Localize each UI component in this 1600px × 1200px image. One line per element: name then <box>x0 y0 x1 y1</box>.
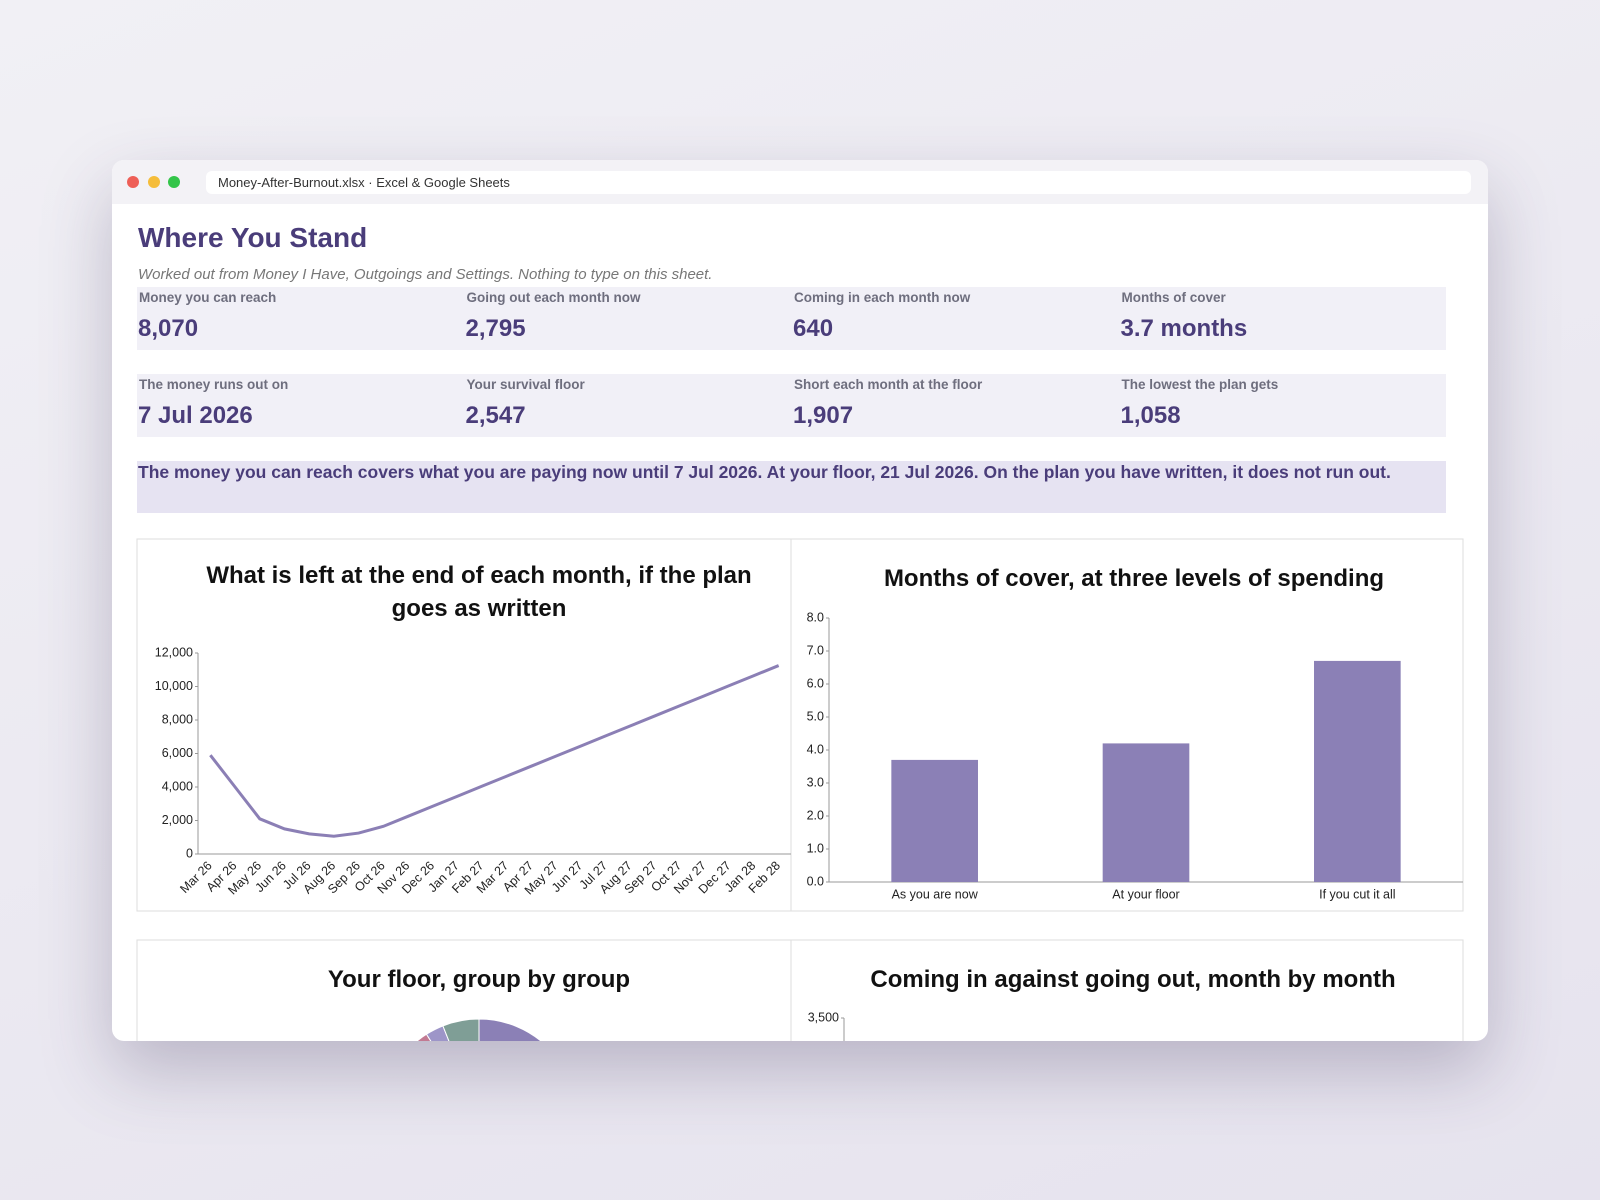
stat-label: The lowest the plan gets <box>1121 377 1279 392</box>
y-tick-label: 2.0 <box>807 808 824 822</box>
chart-frame <box>136 538 1464 912</box>
stat-label: Money you can reach <box>139 290 277 305</box>
chart-title: Coming in against going out, month by mo… <box>870 966 1396 993</box>
stat-label: The money runs out on <box>139 377 289 392</box>
y-tick-label: 8,000 <box>162 712 193 726</box>
stat-label: Short each month at the floor <box>794 377 983 392</box>
stat-label: Your survival floor <box>466 377 585 392</box>
sheet-subtitle: Worked out from Money I Have, Outgoings … <box>138 266 713 283</box>
chart-title: Your floor, group by group <box>327 966 631 993</box>
stat-value: 7 Jul 2026 <box>138 402 253 429</box>
minimize-button[interactable] <box>148 176 160 188</box>
stat-label: Months of cover <box>1121 290 1226 305</box>
summary-text: The money you can reach covers what you … <box>138 462 1391 482</box>
y-tick-label: 0.0 <box>807 874 824 888</box>
x-tick-label: At your floor <box>1112 887 1179 901</box>
y-tick-label: 3.0 <box>807 775 824 789</box>
stat-value: 2,795 <box>465 315 526 342</box>
y-tick-label: 12,000 <box>155 645 193 659</box>
data-line <box>209 664 780 838</box>
file-title: Money-After-Burnout.xlsx · Excel & Googl… <box>206 171 1471 194</box>
y-tick-label: 8.0 <box>807 610 824 624</box>
sheet-title: Where You Stand <box>138 222 368 253</box>
card-row: The money runs out on 7 Jul 2026 Your surv… <box>137 374 1446 437</box>
y-tick-label: 6,000 <box>162 746 193 760</box>
y-tick-label: 7.0 <box>807 643 824 657</box>
stat-value: 8,070 <box>138 315 199 342</box>
pie-slice <box>478 1018 542 1041</box>
y-tick-label: 1.0 <box>807 841 824 855</box>
pie-slice <box>442 1018 480 1041</box>
stat-value: 640 <box>793 315 834 342</box>
stat-label: Going out each month now <box>466 290 641 305</box>
x-tick-label: As you are now <box>892 887 979 901</box>
y-tick-label: 6.0 <box>807 676 824 690</box>
stat-value: 2,547 <box>465 402 526 429</box>
y-tick-label: 4,000 <box>162 779 193 793</box>
summary-box: The money you can reach covers what you … <box>137 461 1446 513</box>
chart-title: Months of cover, at three levels of spen… <box>883 565 1385 592</box>
y-tick-label: 10,000 <box>155 679 193 693</box>
app-window: Money-After-Burnout.xlsx · Excel & Googl… <box>112 160 1488 1041</box>
bar <box>1314 660 1401 882</box>
title-bar: Money-After-Burnout.xlsx · Excel & Googl… <box>112 160 1488 204</box>
y-tick-label: 4.0 <box>807 742 824 756</box>
stat-label: Coming in each month now <box>794 290 971 305</box>
y-tick-label: 2,000 <box>162 813 193 827</box>
x-tick-label: If you cut it all <box>1319 887 1395 901</box>
stat-value: 1,058 <box>1120 402 1181 429</box>
y-tick-label: 3,500 <box>808 1010 839 1024</box>
close-button[interactable] <box>127 176 139 188</box>
card-row: Money you can reach 8,070 Going out each m… <box>137 287 1446 350</box>
bar <box>1102 743 1190 882</box>
bar <box>891 759 978 882</box>
y-tick-label: 0 <box>186 846 193 860</box>
chart-frame <box>136 939 1464 1041</box>
chart-title: What is left at the end of each month, i… <box>206 562 752 622</box>
y-tick-label: 5.0 <box>807 709 824 723</box>
stat-value: 1,907 <box>793 402 854 429</box>
stat-value: 3.7 months <box>1120 315 1248 342</box>
maximize-button[interactable] <box>168 176 180 188</box>
